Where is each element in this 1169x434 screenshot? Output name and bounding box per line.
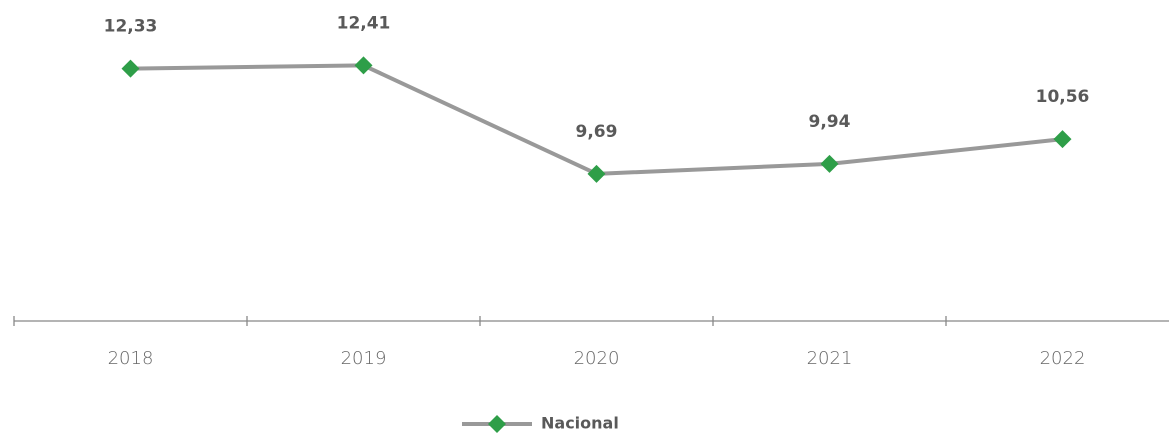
legend-label: Nacional xyxy=(541,414,619,433)
legend-marker xyxy=(488,415,506,433)
x-tick-label: 2018 xyxy=(108,348,154,369)
data-point xyxy=(587,164,606,183)
data-point xyxy=(354,56,373,75)
data-label: 9,94 xyxy=(809,112,851,132)
data-label: 9,69 xyxy=(576,122,618,142)
series-line xyxy=(130,63,1063,176)
x-tick-label: 2021 xyxy=(807,348,853,369)
data-point xyxy=(121,59,140,78)
data-point xyxy=(1053,130,1072,149)
data-label: 12,41 xyxy=(337,13,391,33)
data-label: 12,33 xyxy=(104,17,158,37)
x-tick-label: 2020 xyxy=(574,348,620,369)
x-tick-label: 2022 xyxy=(1040,348,1086,369)
data-point xyxy=(820,154,839,173)
x-tick-label: 2019 xyxy=(341,348,387,369)
data-label: 10,56 xyxy=(1036,87,1090,107)
